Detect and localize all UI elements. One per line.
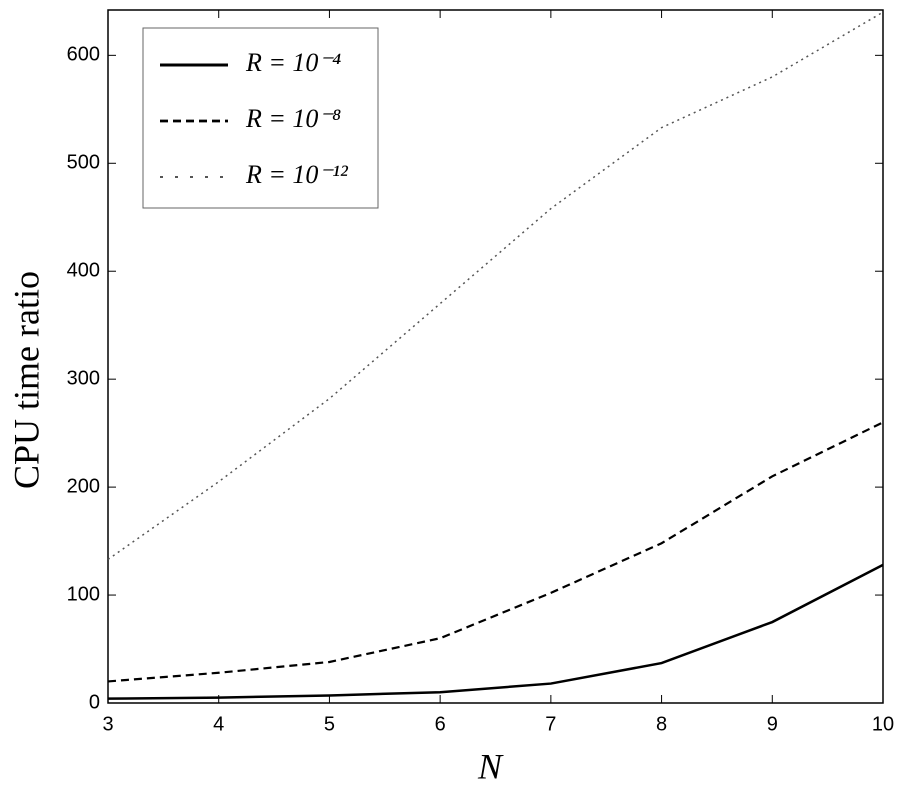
x-tick-label: 5 bbox=[324, 713, 335, 735]
series-line bbox=[107, 421, 884, 683]
y-tick-label: 0 bbox=[89, 691, 100, 713]
x-axis-label: N bbox=[477, 746, 504, 786]
x-tick-label: 8 bbox=[656, 713, 667, 735]
legend-box bbox=[142, 27, 379, 209]
x-tick-label: 3 bbox=[102, 713, 113, 735]
y-tick-label: 400 bbox=[67, 260, 100, 282]
y-axis-label: CPU time ratio bbox=[6, 271, 46, 489]
legend-label: R = 10⁻¹² bbox=[245, 160, 349, 189]
y-tick-label: 500 bbox=[67, 152, 100, 174]
series-line bbox=[107, 563, 884, 700]
y-tick-label: 600 bbox=[67, 44, 100, 66]
legend-label: R = 10⁻⁴ bbox=[245, 48, 341, 77]
legend-label: R = 10⁻⁸ bbox=[245, 104, 341, 133]
plot-frame bbox=[107, 9, 884, 704]
x-tick-label: 9 bbox=[767, 713, 778, 735]
y-tick-label: 300 bbox=[67, 367, 100, 389]
x-tick-label: 10 bbox=[872, 713, 894, 735]
x-tick-label: 4 bbox=[213, 713, 224, 735]
y-tick-label: 100 bbox=[67, 583, 100, 605]
x-tick-label: 6 bbox=[435, 713, 446, 735]
x-tick-label: 7 bbox=[545, 713, 556, 735]
series-line bbox=[107, 11, 884, 561]
y-tick-label: 200 bbox=[67, 475, 100, 497]
